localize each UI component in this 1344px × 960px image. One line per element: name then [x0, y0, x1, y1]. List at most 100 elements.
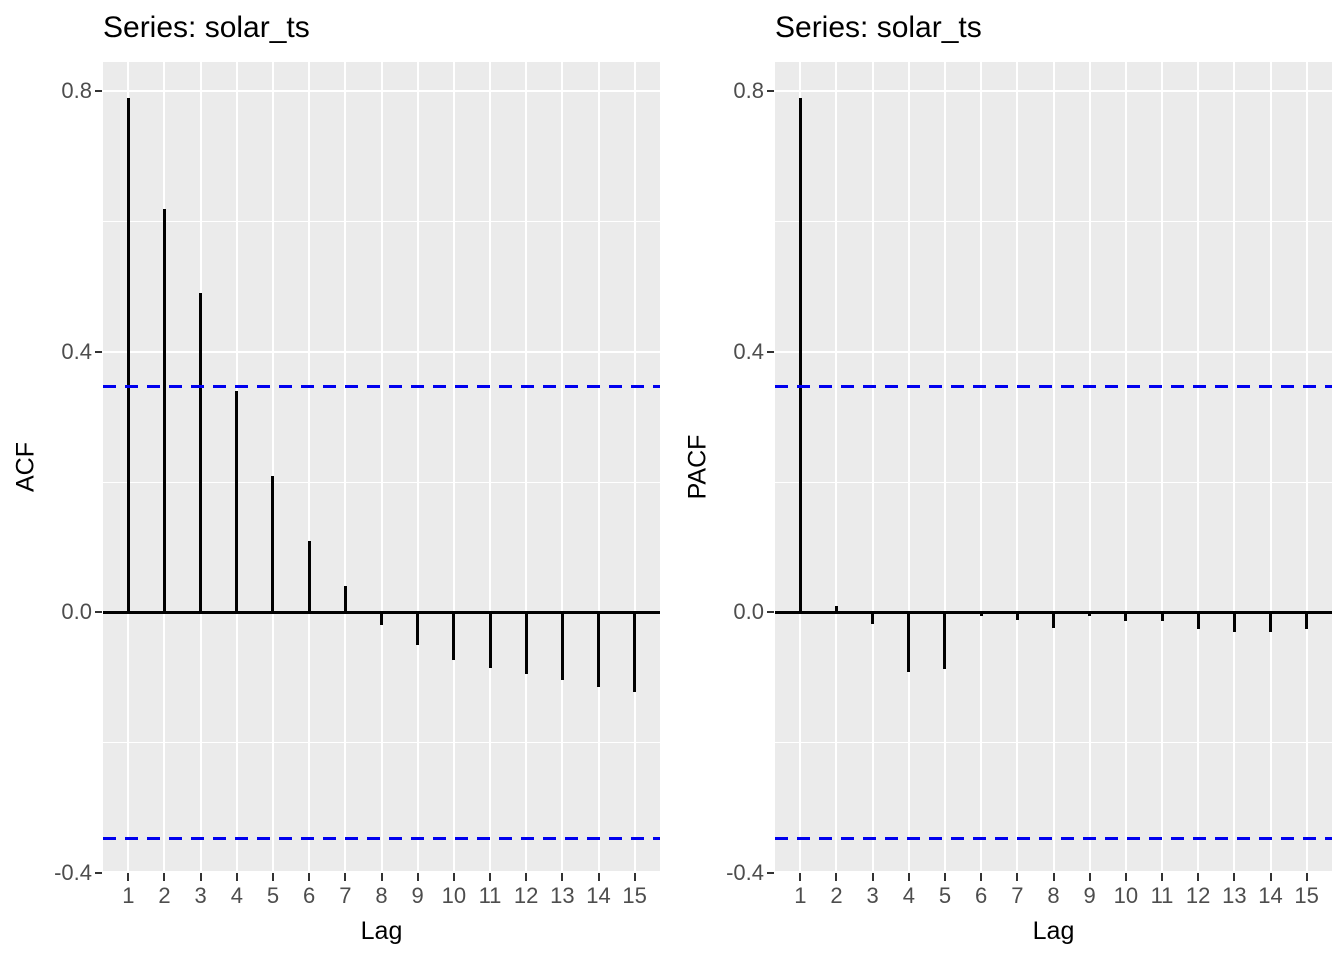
acf-bar-lag-7: [343, 586, 347, 613]
acf-x-tick-label: 15: [622, 883, 647, 908]
acf-x-tick-mark: [199, 873, 202, 881]
pacf-v-major-gridline: [1016, 62, 1019, 873]
acf-x-tick-label: 9: [411, 883, 424, 908]
pacf-x-tick-label: 14: [1258, 883, 1283, 908]
pacf-y-tick-label: 0.0: [733, 599, 764, 625]
acf-bar-lag-6: [307, 540, 311, 613]
pacf-bar-lag-13: [1232, 612, 1236, 632]
pacf-bar-lag-11: [1160, 612, 1164, 621]
pacf-v-major-gridline: [943, 62, 946, 873]
pacf-bar-lag-1: [798, 97, 802, 613]
pacf-x-tick-label: 12: [1185, 883, 1211, 908]
pacf-v-major-gridline: [1124, 62, 1127, 873]
pacf-x-tick-label: 1: [794, 883, 807, 908]
acf-bar-lag-8: [380, 612, 383, 626]
pacf-v-major-gridline: [980, 62, 983, 873]
pacf-upper-ci-line: [775, 384, 1332, 388]
pacf-v-major-gridline: [1088, 62, 1091, 873]
acf-x-tick-mark: [633, 873, 636, 881]
acf-v-major-gridline: [452, 62, 455, 873]
acf-bar-lag-9: [416, 612, 420, 645]
acf-x-tick-mark: [380, 873, 383, 881]
pacf-plot: Series: solar_ts PACF Lag 0.8 0.4 0.0 -0.4 1…: [672, 0, 1344, 960]
pacf-v-major-gridline: [1269, 62, 1272, 873]
acf-y-tick-mark: [95, 872, 102, 874]
acf-x-tick-mark: [271, 873, 274, 881]
pacf-x-tick-label: 4: [902, 883, 915, 908]
acf-v-major-gridline: [344, 62, 347, 873]
y-axis-title: PACF: [683, 434, 712, 500]
pacf-x-tick-label: 5: [938, 883, 952, 908]
acf-x-tick-label: 14: [586, 883, 611, 908]
pacf-x-tick-mark: [799, 873, 802, 881]
pacf-y-tick-label: 0.8: [733, 78, 764, 104]
pacf-x-tick-mark: [1124, 873, 1127, 881]
acf-zero-line: [103, 610, 660, 614]
acf-v-major-gridline: [561, 62, 564, 873]
pacf-v-major-gridline: [907, 62, 910, 873]
acf-x-tick-label: 10: [441, 883, 467, 908]
acf-y-tick-mark: [95, 350, 102, 353]
acf-bar-lag-3: [199, 293, 203, 613]
acf-x-tick-label: 2: [158, 883, 171, 908]
plot-panel: [103, 62, 660, 873]
pacf-y-tick-label: 0.4: [733, 338, 764, 364]
pacf-x-tick-mark: [1197, 873, 1200, 881]
acf-x-tick-mark: [235, 873, 238, 881]
pacf-x-tick-mark: [907, 873, 910, 881]
acf-x-tick-mark: [308, 873, 311, 881]
acf-y-tick-label: -0.4: [54, 860, 92, 885]
acf-x-tick-label: 8: [375, 883, 388, 908]
pacf-bar-lag-5: [943, 612, 947, 670]
pacf-x-tick-mark: [1016, 873, 1019, 881]
pacf-x-tick-mark: [980, 873, 983, 881]
acf-x-tick-mark: [344, 873, 347, 881]
acf-x-tick-label: 12: [513, 883, 539, 908]
acf-bar-lag-1: [126, 97, 130, 613]
acf-y-tick-label: 0.0: [61, 599, 92, 625]
acf-bar-lag-12: [524, 612, 528, 674]
pacf-x-tick-mark: [943, 873, 946, 881]
acf-x-tick-label: 7: [339, 883, 352, 908]
pacf-bar-lag-2: [834, 605, 838, 613]
pacf-x-tick-mark: [1269, 873, 1272, 881]
pacf-bar-lag-12: [1196, 612, 1200, 630]
pacf-x-tick-label: 10: [1113, 883, 1139, 908]
acf-x-tick-mark: [561, 873, 564, 881]
pacf-x-tick-mark: [1161, 873, 1163, 881]
pacf-x-tick-mark: [835, 873, 838, 881]
acf-v-major-gridline: [308, 62, 311, 873]
acf-plot: Series: solar_ts ACF Lag 0.8 0.4 0.0 -0.4 1 2…: [12, 11, 660, 945]
pacf-x-tick-mark: [1088, 873, 1091, 881]
pacf-bar-lag-9: [1088, 612, 1092, 616]
pacf-bar-lag-4: [907, 612, 911, 673]
acf-x-tick-mark: [163, 873, 166, 881]
acf-bar-lag-4: [235, 390, 239, 613]
acf-x-tick-mark: [597, 873, 600, 881]
x-axis-title: Lag: [360, 917, 403, 945]
acf-y-tick-label: 0.8: [61, 78, 92, 104]
pacf-x-tick-mark: [1052, 873, 1055, 881]
pacf-bar-lag-6: [979, 612, 983, 616]
plot-title: Series: solar_ts: [775, 11, 982, 44]
acf-bar-lag-2: [162, 208, 166, 613]
pacf-x-tick-label: 6: [975, 883, 988, 908]
acf-y-tick-mark: [95, 611, 102, 614]
acf-lower-ci-line: [103, 836, 660, 840]
pacf-x-tick-label: 13: [1222, 883, 1247, 908]
pacf-v-major-gridline: [1233, 62, 1236, 873]
pacf-y-tick-mark: [767, 872, 774, 874]
acf-bar-lag-10: [452, 612, 456, 660]
pacf-bar-lag-10: [1124, 612, 1128, 621]
pacf-x-tick-mark: [1305, 873, 1308, 881]
acf-bar-lag-15: [633, 612, 637, 692]
x-axis-title: Lag: [1032, 917, 1075, 945]
acf-x-tick-mark: [127, 873, 130, 881]
pacf-y-tick-label: -0.4: [726, 860, 764, 885]
acf-x-tick-mark: [489, 873, 491, 881]
pacf-y-tick-mark: [767, 350, 774, 353]
acf-x-tick-label: 5: [266, 883, 280, 908]
pacf-x-tick-mark: [871, 873, 874, 881]
pacf-x-tick-label: 11: [1150, 883, 1174, 908]
